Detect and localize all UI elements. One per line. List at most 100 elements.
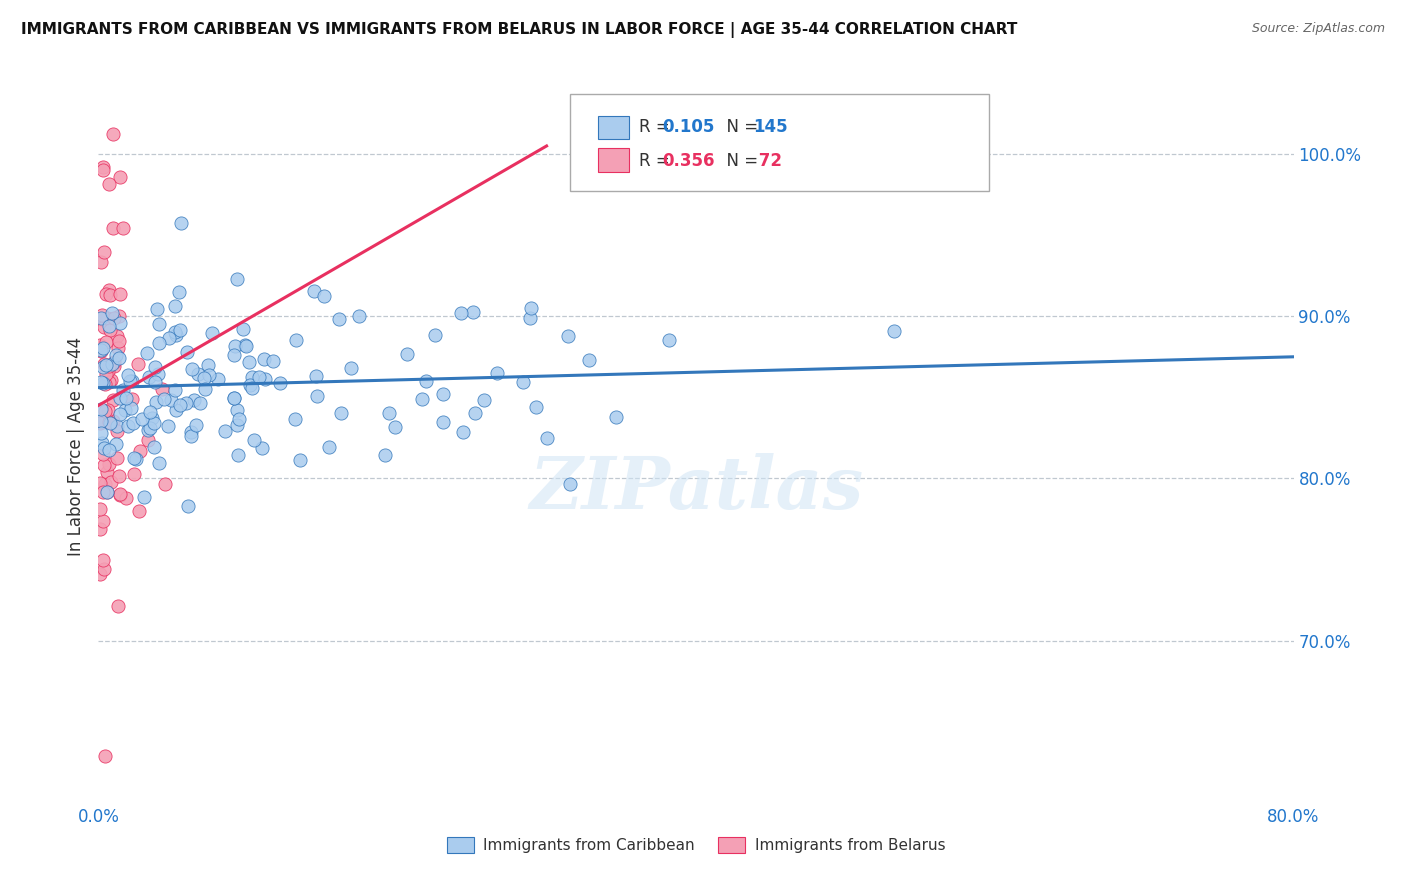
Text: 72: 72 — [754, 152, 782, 169]
Point — [423, 328, 446, 343]
Point — [207, 372, 229, 386]
Point — [110, 317, 132, 331]
Point — [250, 442, 273, 456]
Point — [143, 417, 166, 431]
Point — [411, 392, 433, 407]
Text: 0.356: 0.356 — [662, 152, 716, 169]
Point — [93, 359, 115, 374]
Point — [312, 289, 335, 303]
Point — [193, 370, 215, 384]
Point — [486, 366, 509, 380]
Point — [197, 359, 219, 373]
Point — [108, 488, 131, 502]
Point — [378, 406, 401, 420]
Text: N =: N = — [716, 152, 763, 169]
Point — [104, 436, 127, 450]
Point — [128, 504, 150, 518]
Point — [169, 398, 191, 412]
Point — [304, 284, 326, 298]
Point — [883, 324, 905, 338]
Point — [214, 425, 236, 439]
Point — [96, 465, 118, 479]
Point — [91, 447, 114, 461]
Text: R =: R = — [638, 152, 675, 169]
Point — [91, 163, 114, 178]
Point — [101, 220, 124, 235]
Point — [305, 389, 328, 403]
Point — [226, 272, 249, 286]
Point — [284, 412, 307, 426]
Point — [180, 425, 202, 440]
Point — [105, 450, 128, 465]
Point — [519, 301, 541, 316]
Point — [432, 387, 454, 401]
Point — [89, 567, 111, 582]
Point — [93, 357, 115, 371]
Point — [139, 420, 162, 434]
Point — [100, 373, 122, 387]
Point — [125, 452, 148, 467]
Point — [253, 372, 276, 386]
Y-axis label: In Labor Force | Age 35-44: In Labor Force | Age 35-44 — [67, 336, 86, 556]
Point — [240, 381, 263, 395]
Point — [165, 299, 187, 313]
Point — [105, 419, 128, 434]
Point — [107, 341, 129, 355]
Point — [103, 359, 125, 373]
Point — [112, 383, 135, 397]
Point — [224, 339, 246, 353]
Point — [127, 357, 149, 371]
Point — [138, 370, 160, 384]
Point — [131, 412, 153, 426]
Point — [98, 359, 121, 373]
Point — [89, 522, 111, 536]
Text: R =: R = — [638, 118, 675, 136]
FancyBboxPatch shape — [571, 95, 988, 191]
Bar — [598, 116, 628, 139]
Point — [174, 396, 197, 410]
Point — [110, 169, 132, 184]
Point — [94, 404, 117, 418]
Point — [141, 410, 163, 425]
Point — [145, 301, 167, 316]
Point — [284, 333, 307, 347]
Point — [117, 419, 139, 434]
Point — [157, 331, 180, 345]
Point — [91, 160, 114, 174]
Point — [96, 287, 118, 301]
Point — [90, 376, 112, 390]
Point — [90, 343, 112, 358]
Point — [108, 468, 131, 483]
Point — [93, 485, 115, 500]
Point — [135, 345, 157, 359]
Point — [169, 323, 191, 337]
Point — [136, 433, 159, 447]
Point — [239, 377, 262, 392]
Point — [181, 361, 204, 376]
Point — [160, 392, 183, 407]
Point — [96, 334, 118, 349]
Point — [415, 374, 437, 388]
Text: ZIPatlas: ZIPatlas — [529, 453, 863, 524]
Point — [100, 357, 122, 371]
Point — [222, 392, 245, 406]
Point — [396, 347, 419, 361]
Point — [90, 414, 112, 428]
Point — [110, 487, 132, 501]
Point — [170, 216, 193, 230]
Point — [374, 448, 396, 462]
Point — [93, 458, 115, 472]
Point — [93, 441, 115, 455]
Point — [605, 409, 627, 424]
Point — [240, 369, 263, 384]
Point — [108, 334, 131, 349]
Point — [243, 433, 266, 447]
Point — [226, 402, 249, 417]
Point — [112, 220, 135, 235]
Point — [180, 429, 202, 443]
Point — [222, 391, 245, 405]
Point — [93, 477, 115, 491]
Point — [167, 285, 190, 300]
Point — [98, 415, 121, 429]
Point — [89, 417, 111, 431]
